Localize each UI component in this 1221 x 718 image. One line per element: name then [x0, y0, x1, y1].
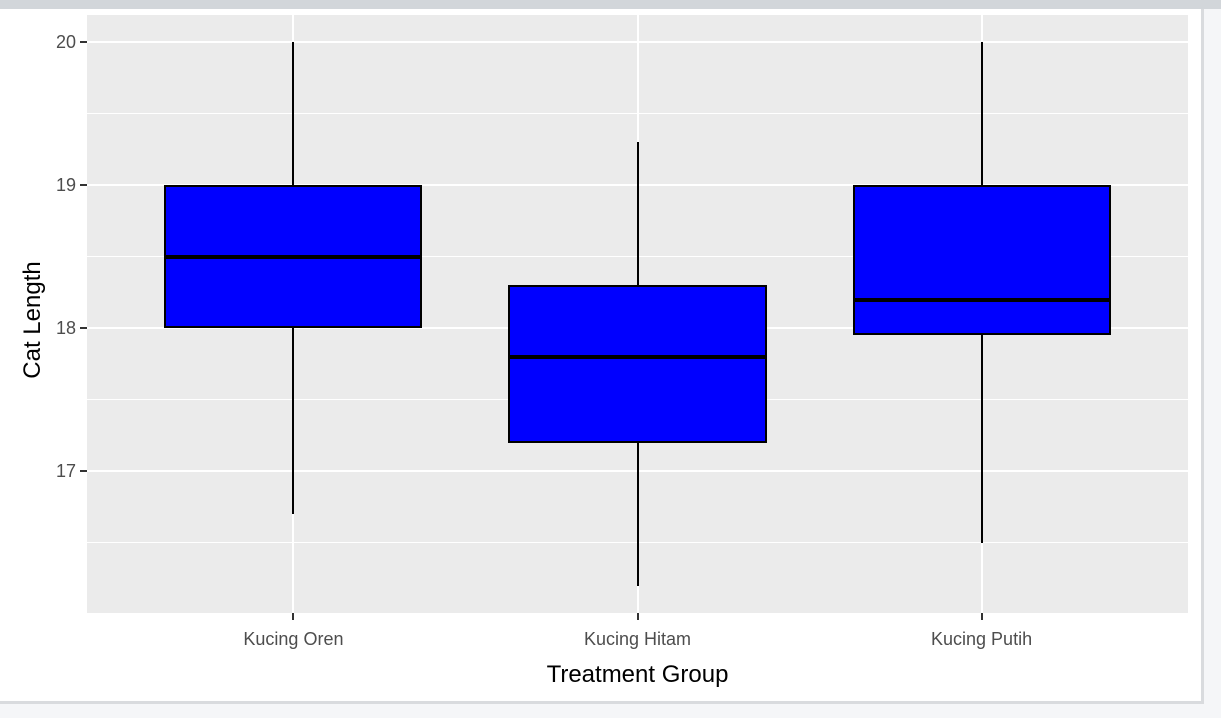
plot-card: Cat Length Treatment Group 20 19 18 17 Kucin…	[0, 9, 1204, 704]
figure: Cat Length Treatment Group 20 19 18 17 Kucin…	[0, 9, 1201, 701]
x-axis-tick	[292, 613, 295, 620]
y-axis-tick	[80, 327, 87, 330]
y-axis-tick	[80, 184, 87, 187]
median-line	[852, 297, 1111, 302]
x-axis-tick	[980, 613, 983, 620]
x-axis-tick	[636, 613, 639, 620]
x-tick-label: Kucing Putih	[931, 629, 1033, 649]
y-tick-label: 17	[55, 461, 76, 482]
y-axis-tick	[80, 41, 87, 44]
median-line	[164, 254, 423, 259]
y-tick-label: 18	[55, 318, 76, 339]
box	[508, 285, 767, 443]
y-tick-label: 19	[55, 175, 76, 196]
x-tick-label: Kucing Hitam	[583, 629, 692, 649]
box	[852, 185, 1111, 336]
x-axis-title: Treatment Group	[546, 661, 729, 688]
y-tick-label: 20	[55, 32, 76, 53]
x-tick-label: Kucing Oren	[243, 629, 344, 649]
median-line	[508, 354, 767, 359]
window-top-edge-strip	[0, 0, 1221, 9]
y-axis-tick	[80, 470, 87, 473]
